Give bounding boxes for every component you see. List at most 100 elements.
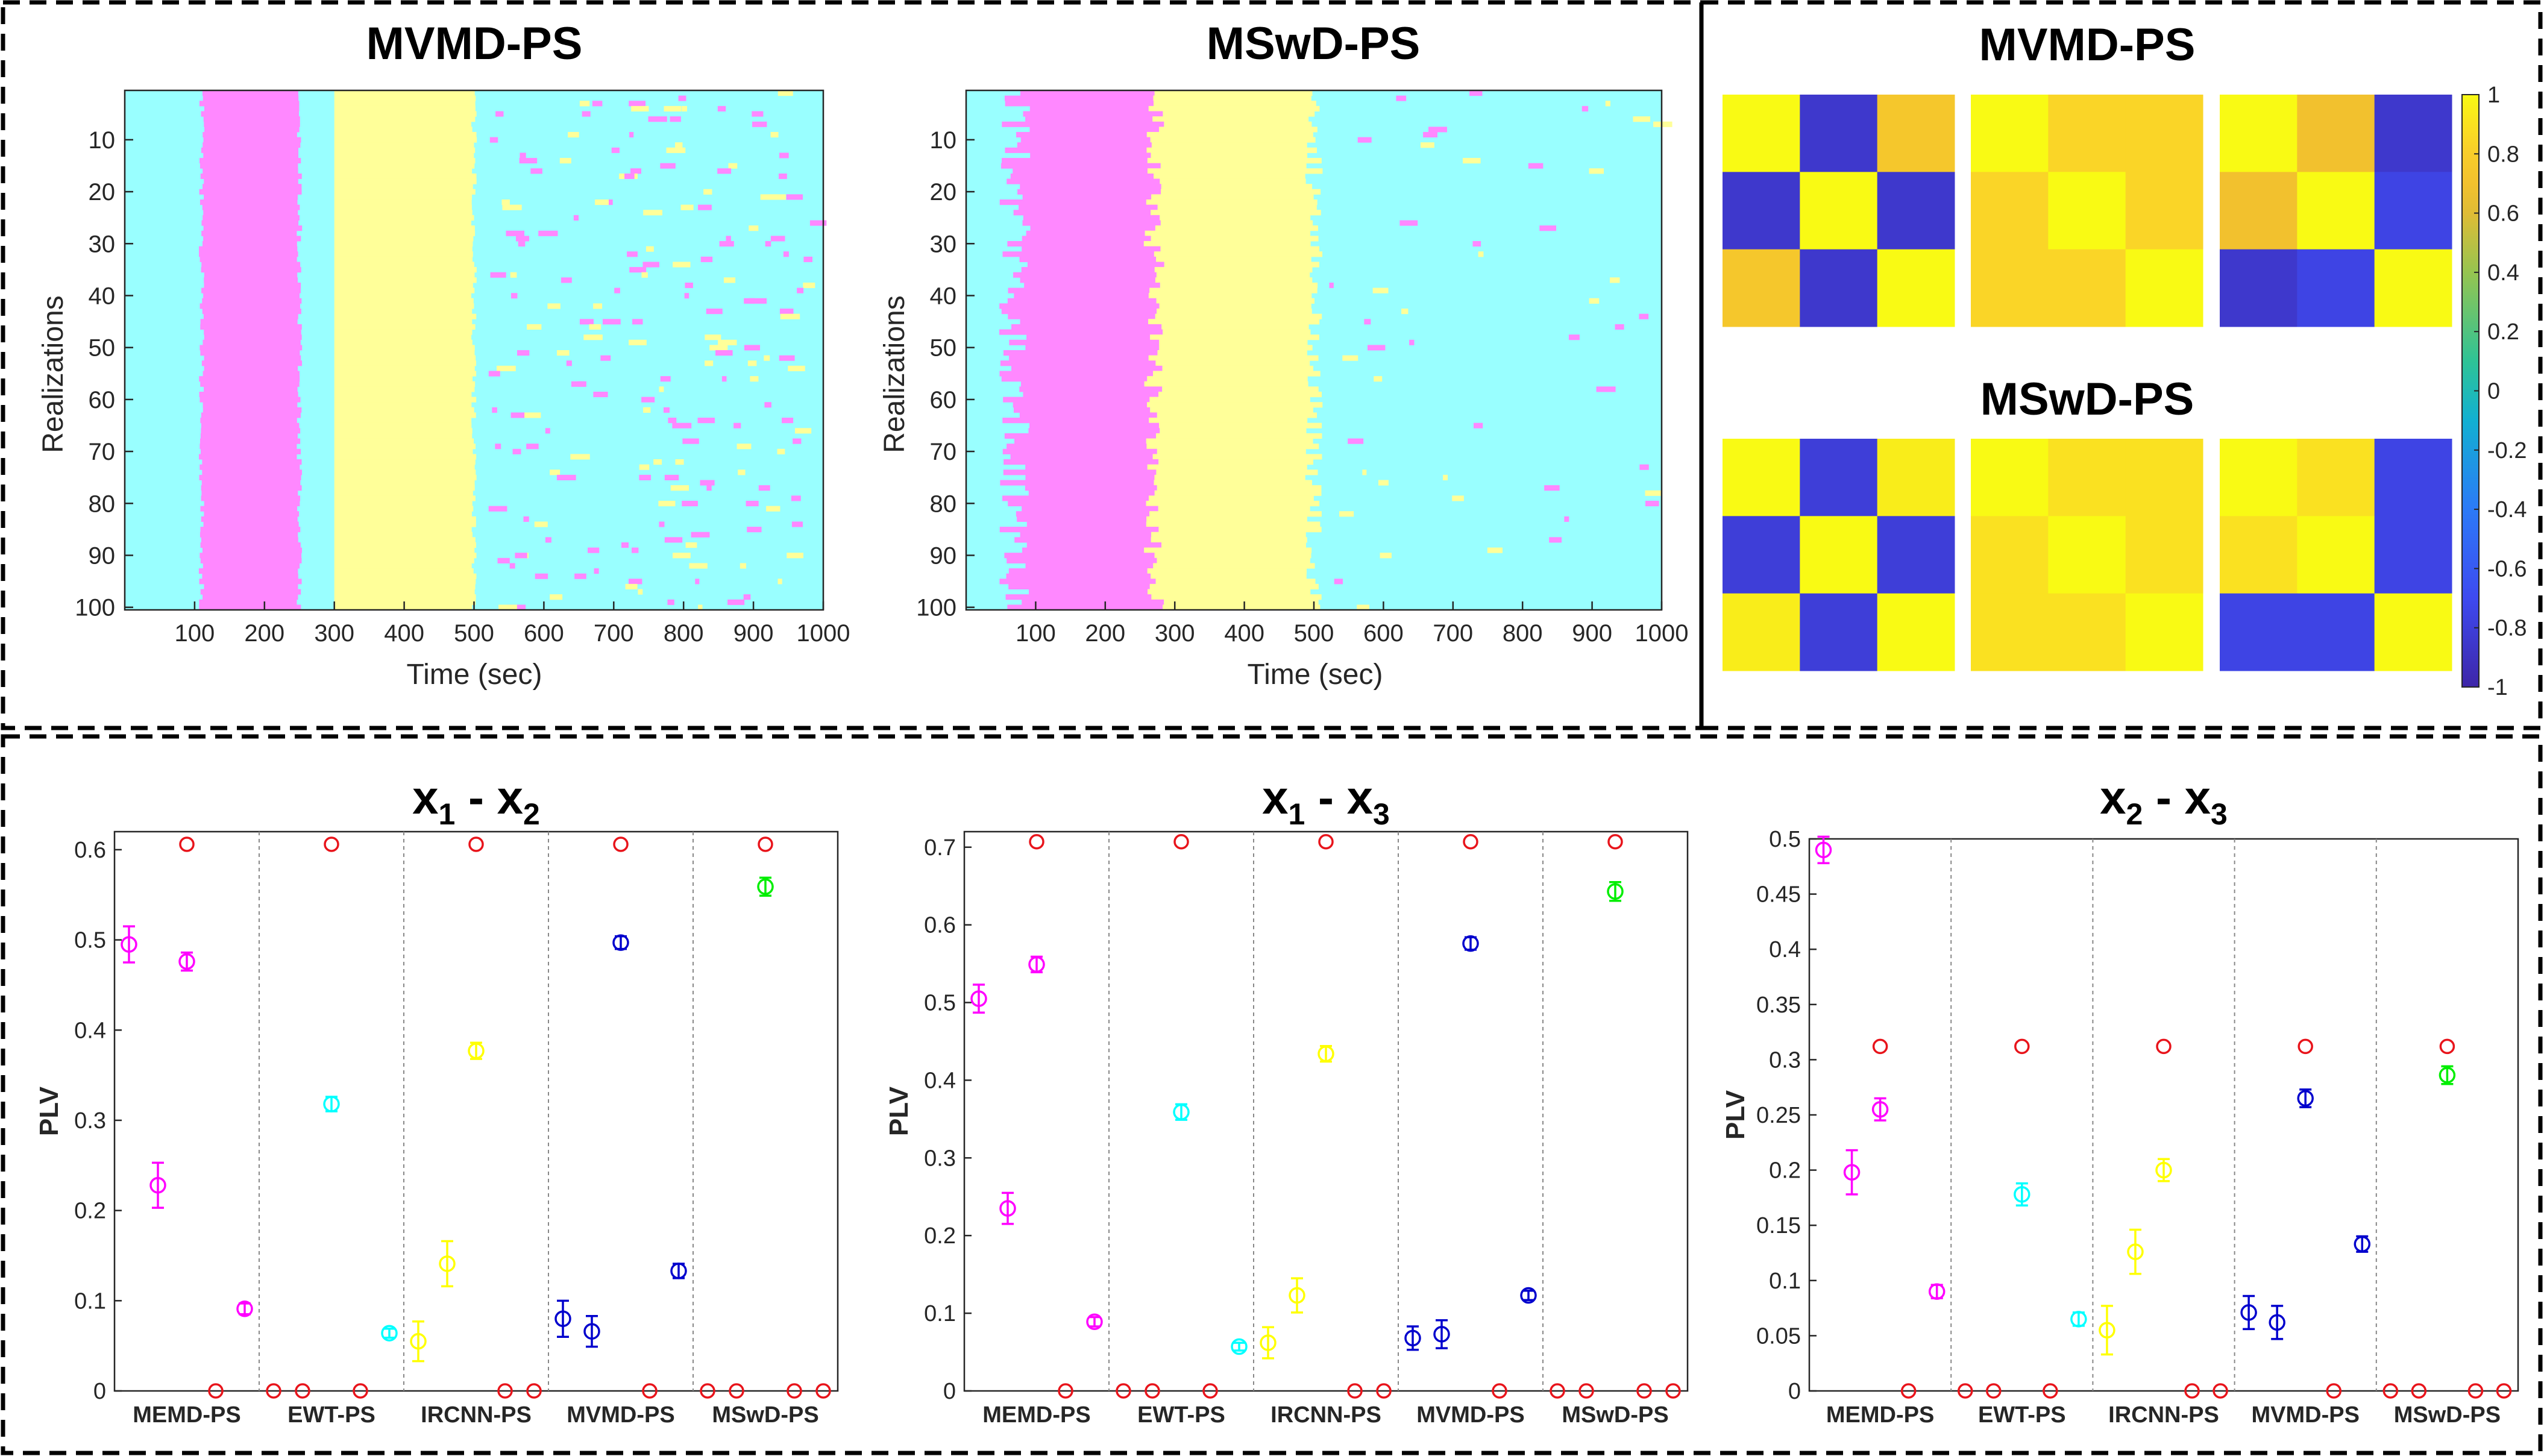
raster-segment bbox=[203, 168, 298, 174]
raster-segment bbox=[1154, 173, 1305, 180]
plv-ytick-label: 0.45 bbox=[1756, 882, 1801, 908]
raster-xtick-label: 500 bbox=[454, 620, 494, 647]
plv-point bbox=[410, 1332, 427, 1350]
matrix-cell bbox=[1877, 516, 1955, 594]
matrix-cell bbox=[2374, 172, 2452, 250]
raster-segment bbox=[1022, 194, 1152, 200]
raster-segment bbox=[202, 469, 303, 475]
raster-speck bbox=[579, 319, 594, 325]
raster-speck bbox=[577, 381, 586, 387]
plv-axes-box bbox=[113, 830, 839, 1392]
raster-speck bbox=[658, 500, 676, 507]
raster-speck bbox=[582, 111, 591, 117]
raster-speck bbox=[524, 412, 541, 418]
zero-marker bbox=[266, 1383, 281, 1399]
reference-marker bbox=[1872, 1038, 1888, 1055]
raster-segment bbox=[334, 386, 475, 392]
plv-point bbox=[1231, 1338, 1248, 1355]
raster-speck bbox=[561, 277, 572, 283]
plv-ytick-label: 0.2 bbox=[1769, 1158, 1801, 1184]
raster-segment bbox=[204, 178, 298, 184]
raster-speck bbox=[750, 376, 759, 382]
raster-segment bbox=[1028, 428, 1160, 434]
plv-point bbox=[1086, 1313, 1103, 1331]
raster-speck bbox=[526, 444, 539, 450]
raster-segment bbox=[198, 568, 298, 574]
matrix-cell bbox=[2220, 172, 2297, 250]
raster-speck bbox=[803, 282, 815, 289]
raster-segment bbox=[1151, 210, 1321, 216]
raster-speck bbox=[534, 521, 548, 527]
raster-speck bbox=[641, 397, 655, 403]
raster-speck bbox=[663, 407, 670, 413]
colorbar-tick-label: 0 bbox=[2487, 379, 2500, 404]
raster-segment bbox=[1001, 309, 1157, 315]
raster-speck bbox=[758, 485, 770, 491]
raster-segment bbox=[334, 360, 477, 366]
zero-marker bbox=[1202, 1383, 1218, 1399]
raster-segment bbox=[334, 95, 476, 101]
raster-segment bbox=[1029, 127, 1160, 133]
zero-marker bbox=[2467, 1383, 2484, 1399]
raster-speck bbox=[517, 350, 530, 356]
raster-segment bbox=[334, 418, 472, 424]
raster-segment bbox=[1160, 428, 1307, 434]
plv-point bbox=[468, 1042, 485, 1059]
raster-segment bbox=[334, 277, 477, 283]
raster-xtick-label: 700 bbox=[1433, 620, 1473, 647]
raster-ytick-label: 90 bbox=[930, 542, 957, 569]
raster-speck bbox=[1645, 500, 1659, 507]
plv-ytick-label: 0.3 bbox=[1769, 1047, 1801, 1073]
raster-speck bbox=[668, 418, 677, 424]
raster-speck bbox=[624, 173, 635, 180]
raster-speck bbox=[643, 407, 651, 413]
raster-speck bbox=[770, 131, 779, 138]
matrix-cell bbox=[2125, 593, 2203, 671]
raster-segment bbox=[201, 422, 300, 428]
plv-category-label: MEMD-PS bbox=[1826, 1402, 1934, 1428]
raster-segment bbox=[202, 204, 300, 210]
plv-category-label: MVMD-PS bbox=[2251, 1402, 2359, 1428]
raster-segment bbox=[199, 345, 303, 351]
raster-segment bbox=[1003, 459, 1159, 465]
plv-point bbox=[757, 878, 774, 896]
raster-xtick-label: 200 bbox=[1085, 620, 1125, 647]
raster-ytick-label: 100 bbox=[75, 595, 115, 621]
plv-axes-box bbox=[963, 830, 1689, 1392]
raster-segment bbox=[201, 220, 299, 226]
raster-speck bbox=[592, 101, 603, 107]
raster-segment bbox=[1157, 485, 1322, 491]
raster-segment bbox=[334, 313, 477, 319]
raster-speck bbox=[787, 553, 803, 559]
raster-segment bbox=[334, 438, 474, 444]
raster-segment bbox=[1004, 433, 1157, 439]
raster-segment bbox=[334, 589, 475, 595]
raster-segment bbox=[1002, 495, 1149, 501]
zero-marker bbox=[526, 1383, 542, 1399]
raster-xtick-label: 300 bbox=[1155, 620, 1195, 647]
colorbar-tick-label: -0.6 bbox=[2487, 556, 2527, 582]
raster-right-title: MSwD-PS bbox=[1207, 18, 1421, 69]
raster-segment bbox=[334, 579, 476, 585]
raster-segment bbox=[1156, 433, 1322, 439]
raster-speck bbox=[700, 256, 713, 262]
raster-speck bbox=[691, 532, 710, 538]
plv-ylabel: PLV bbox=[1721, 1090, 1750, 1140]
raster-segment bbox=[1004, 553, 1155, 559]
raster-segment bbox=[1150, 407, 1313, 413]
raster-segment bbox=[1009, 355, 1149, 361]
raster-segment bbox=[1148, 105, 1320, 111]
raster-speck bbox=[545, 537, 551, 543]
colorbar-tick-label: -0.8 bbox=[2487, 616, 2527, 641]
matrix-cell bbox=[2374, 95, 2452, 172]
raster-speck bbox=[664, 474, 679, 480]
plv-point bbox=[1815, 841, 1832, 859]
raster-speck bbox=[510, 293, 518, 299]
raster-speck bbox=[1596, 386, 1616, 392]
raster-speck bbox=[550, 594, 563, 600]
raster-speck bbox=[1610, 277, 1620, 283]
raster-segment bbox=[1154, 267, 1313, 273]
plv-point bbox=[583, 1323, 600, 1340]
raster-segment bbox=[202, 547, 303, 553]
plv-point bbox=[2439, 1067, 2456, 1084]
